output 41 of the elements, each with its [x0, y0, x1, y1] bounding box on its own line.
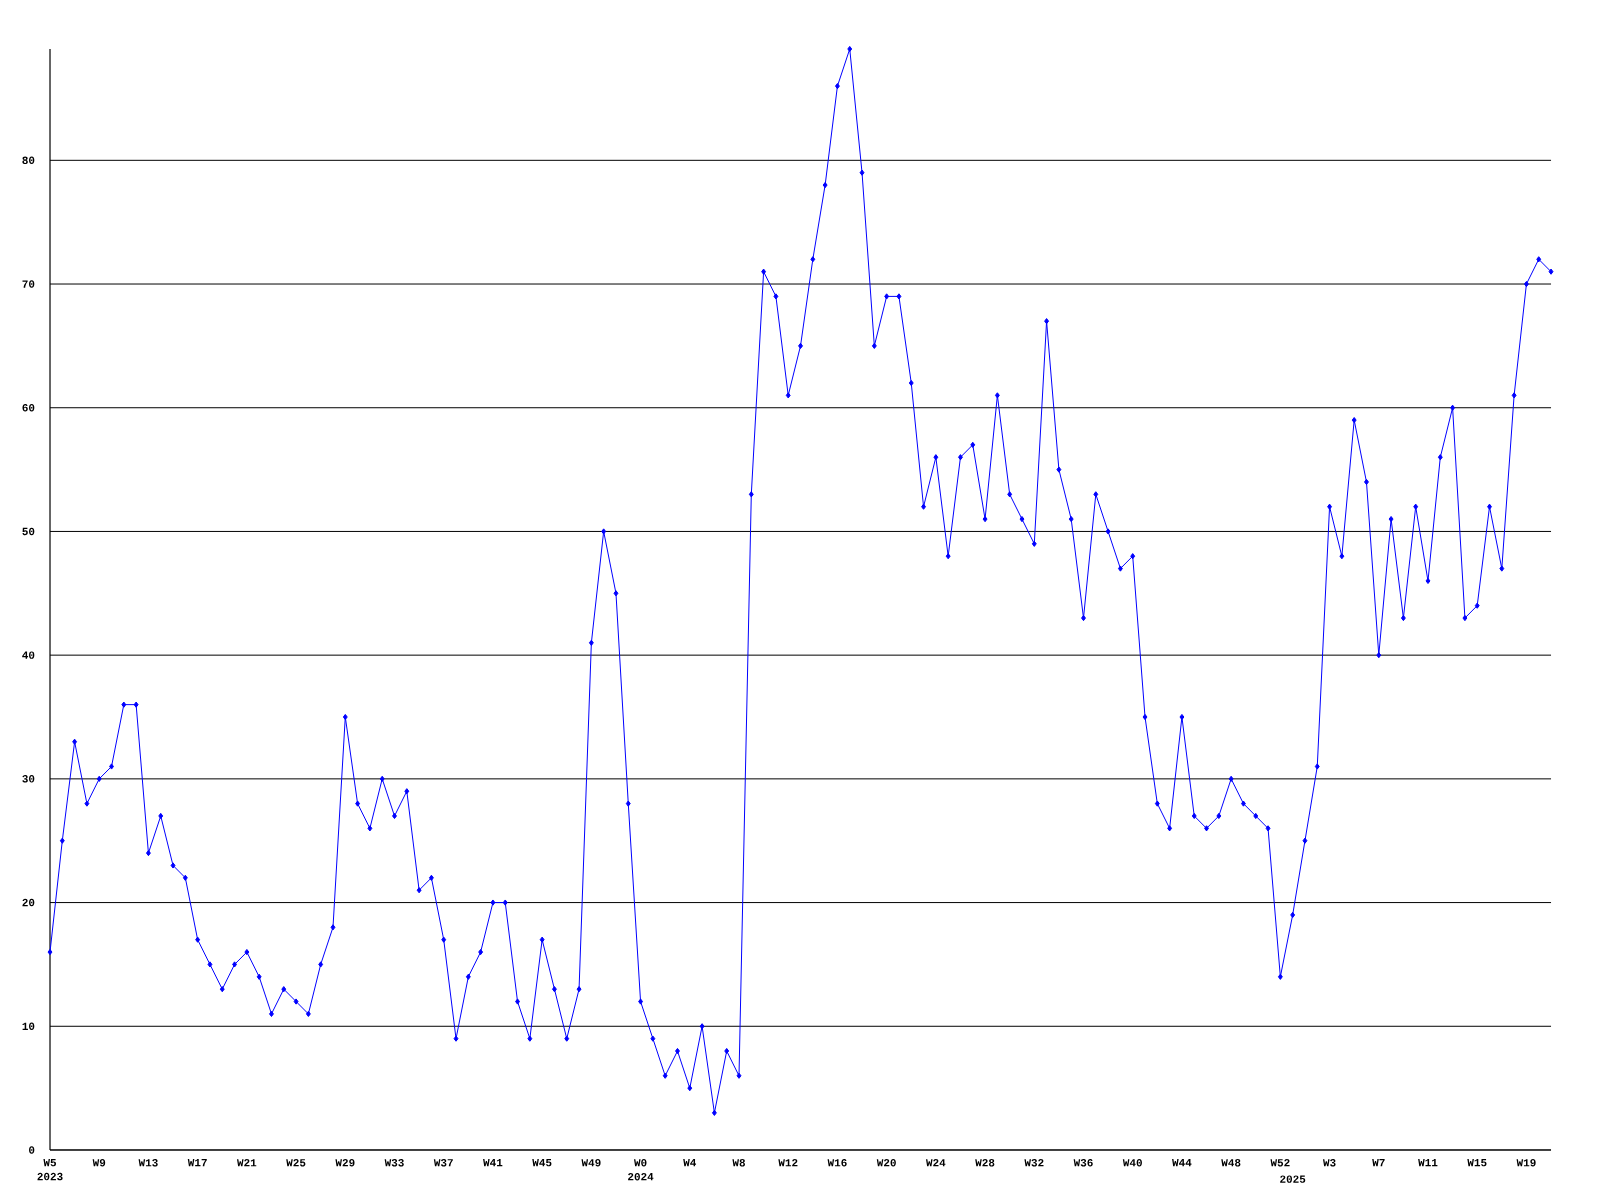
x-tick-label: W45: [532, 1159, 552, 1167]
x-tick-label: W52: [1270, 1159, 1290, 1167]
x-tick-label: W7: [1372, 1159, 1385, 1167]
y-tick-label: 30: [22, 775, 35, 783]
x-tick-label: W16: [827, 1159, 847, 1167]
x-tick-label: W4: [683, 1159, 697, 1167]
x-tick-label: W29: [335, 1159, 355, 1167]
x-tick-label: W5 2023: [37, 1159, 63, 1181]
x-tick-label: W12: [778, 1159, 798, 1167]
x-tick-label: W17: [187, 1159, 207, 1167]
x-tick-label: W21: [237, 1159, 257, 1167]
x-tick-label: W37: [433, 1159, 453, 1167]
x-tick-label: W33: [384, 1159, 404, 1167]
x-tick-label: W28: [975, 1159, 995, 1167]
x-tick-label: W15: [1467, 1159, 1487, 1167]
x-tick-label: W20: [876, 1159, 896, 1167]
y-tick-label: 10: [22, 1022, 35, 1030]
x-tick-label: W48: [1221, 1159, 1241, 1167]
x-tick-label: W0 2024: [628, 1159, 654, 1181]
x-tick-label: W9: [92, 1159, 106, 1167]
x-tick-label: W44: [1172, 1159, 1192, 1167]
x-tick-label: W41: [483, 1159, 503, 1167]
x-tick-label: W11: [1418, 1159, 1438, 1167]
y-tick-label: 50: [22, 527, 35, 536]
y-tick-label: 80: [22, 156, 35, 165]
x-tick-label: W36: [1073, 1159, 1093, 1167]
y-tick-label: 20: [22, 898, 35, 907]
y-tick-label: 40: [22, 651, 35, 659]
x-tick-label: W13: [138, 1159, 158, 1167]
x-tick-label: W24: [925, 1159, 946, 1167]
x-tick-label: 2025: [1280, 1175, 1306, 1183]
x-tick-label: W40: [1122, 1159, 1142, 1167]
x-tick-label: W8: [732, 1159, 745, 1167]
x-tick-label: W49: [581, 1159, 601, 1167]
y-tick-label: 70: [22, 280, 35, 288]
x-tick-label: W32: [1024, 1159, 1044, 1167]
y-tick-label: 60: [22, 404, 35, 412]
y-tick-label: 0: [29, 1146, 35, 1154]
x-tick-label: W25: [286, 1159, 306, 1167]
x-tick-label: W3: [1322, 1159, 1336, 1167]
x-tick-label: W19: [1516, 1159, 1536, 1167]
